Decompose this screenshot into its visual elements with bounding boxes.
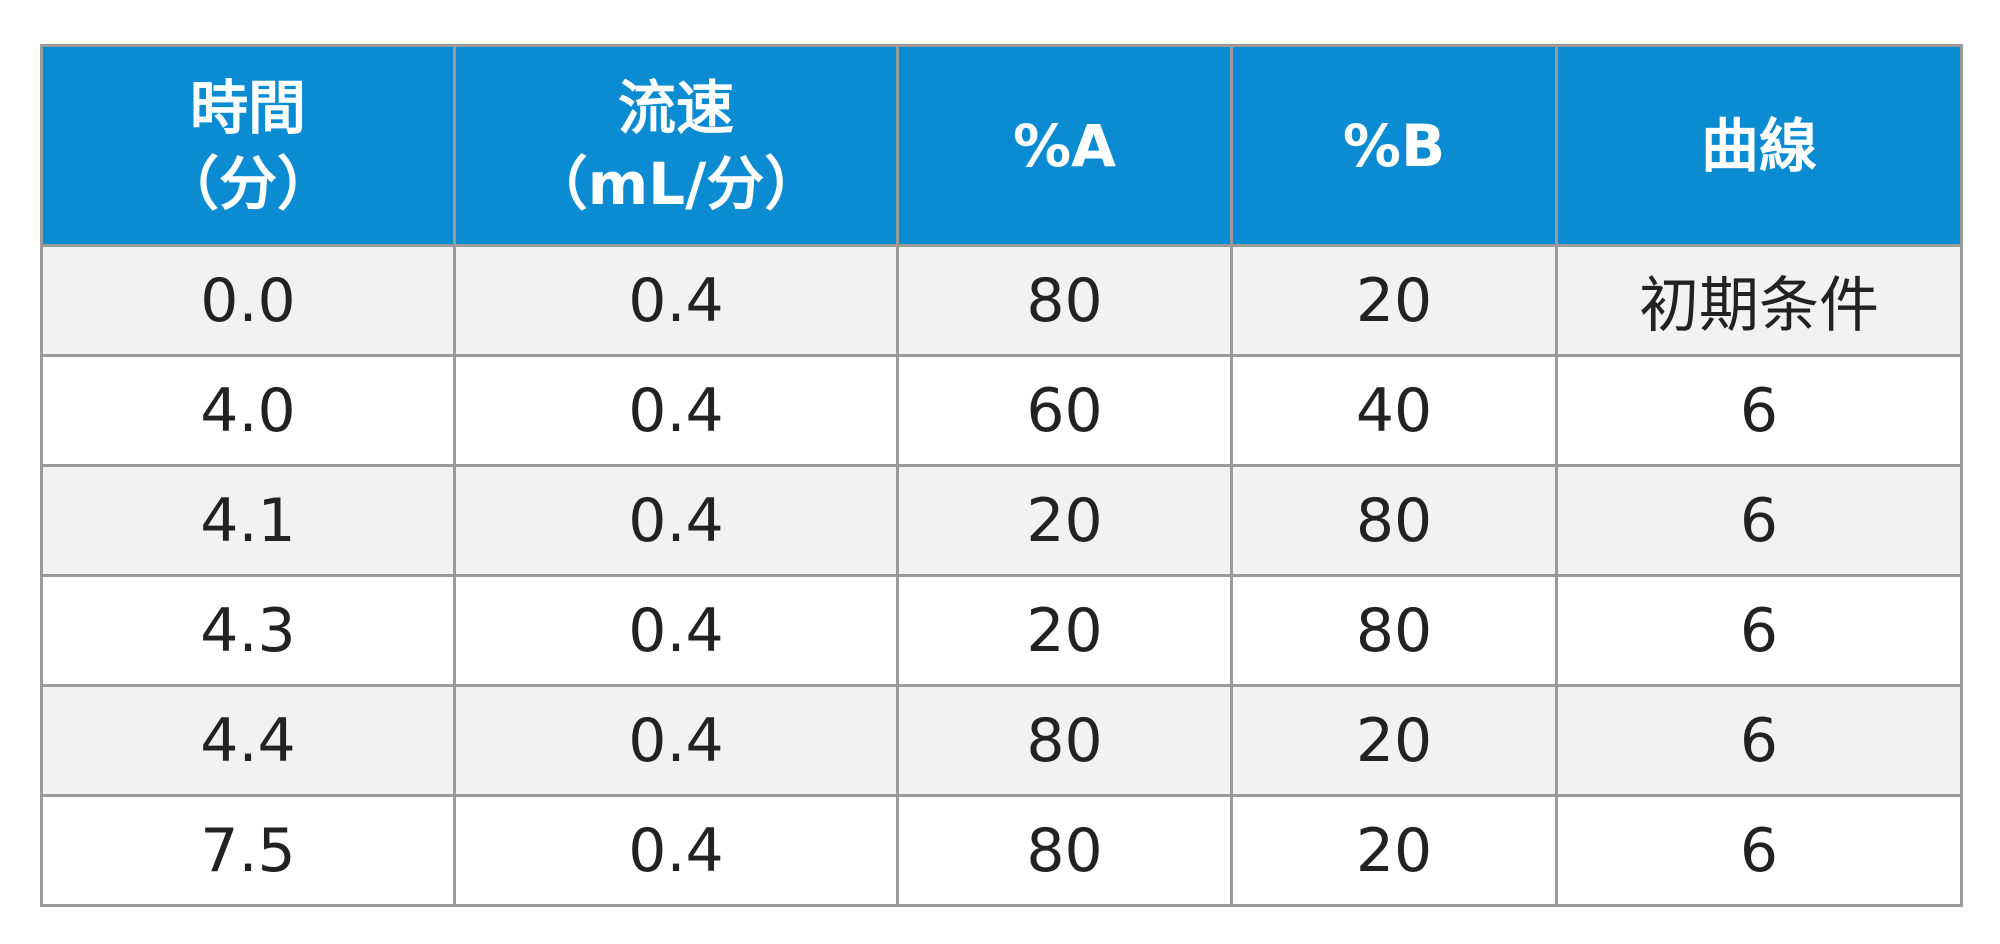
header-flow-rate-unit: （mL/分）	[529, 149, 823, 218]
cell-curve: 6	[1555, 354, 1963, 467]
cell-percent-a: 80	[896, 244, 1233, 357]
cell-time: 0.0	[40, 244, 456, 357]
cell-percent-b: 20	[1230, 794, 1558, 907]
cell-percent-a: 20	[896, 464, 1233, 577]
cell-flow-rate: 0.4	[453, 794, 899, 907]
cell-percent-b: 40	[1230, 354, 1558, 467]
cell-percent-a: 80	[896, 684, 1233, 797]
cell-percent-a: 80	[896, 794, 1233, 907]
cell-percent-b: 20	[1230, 244, 1558, 357]
table-row: 4.4 0.4 80 20 6	[40, 684, 1963, 797]
cell-flow-rate: 0.4	[453, 354, 899, 467]
cell-time: 4.0	[40, 354, 456, 467]
header-row: 時間 （分） 流速 （mL/分） %A %B 曲線	[40, 44, 1963, 247]
header-percent-b-label: %B	[1342, 111, 1446, 180]
cell-time: 7.5	[40, 794, 456, 907]
header-flow-rate-label: 流速	[617, 73, 734, 142]
gradient-table: 時間 （分） 流速 （mL/分） %A %B 曲線 0.0 0.4 80 20 …	[40, 44, 1963, 907]
cell-flow-rate: 0.4	[453, 574, 899, 687]
cell-flow-rate: 0.4	[453, 684, 899, 797]
table-body: 0.0 0.4 80 20 初期条件 4.0 0.4 60 40 6 4.1 0…	[40, 244, 1963, 907]
cell-flow-rate: 0.4	[453, 464, 899, 577]
table-row: 4.0 0.4 60 40 6	[40, 354, 1963, 467]
cell-percent-a: 60	[896, 354, 1233, 467]
header-time: 時間 （分）	[40, 44, 456, 247]
header-time-label: 時間	[189, 73, 306, 142]
cell-percent-b: 20	[1230, 684, 1558, 797]
table-row: 0.0 0.4 80 20 初期条件	[40, 244, 1963, 357]
cell-curve: 6	[1555, 684, 1963, 797]
cell-curve: 6	[1555, 464, 1963, 577]
table-header: 時間 （分） 流速 （mL/分） %A %B 曲線	[40, 44, 1963, 247]
header-percent-a-label: %A	[1012, 111, 1116, 180]
cell-time: 4.4	[40, 684, 456, 797]
cell-time: 4.3	[40, 574, 456, 687]
cell-percent-b: 80	[1230, 464, 1558, 577]
cell-percent-b: 80	[1230, 574, 1558, 687]
table-row: 7.5 0.4 80 20 6	[40, 794, 1963, 907]
cell-time: 4.1	[40, 464, 456, 577]
header-curve-label: 曲線	[1700, 111, 1817, 180]
header-percent-b: %B	[1230, 44, 1558, 247]
header-percent-a: %A	[896, 44, 1233, 247]
table-row: 4.3 0.4 20 80 6	[40, 574, 1963, 687]
cell-curve: 6	[1555, 574, 1963, 687]
cell-percent-a: 20	[896, 574, 1233, 687]
cell-curve: 6	[1555, 794, 1963, 907]
table-row: 4.1 0.4 20 80 6	[40, 464, 1963, 577]
cell-flow-rate: 0.4	[453, 244, 899, 357]
header-curve: 曲線	[1555, 44, 1963, 247]
cell-curve: 初期条件	[1555, 244, 1963, 357]
header-flow-rate: 流速 （mL/分）	[453, 44, 899, 247]
header-time-unit: （分）	[160, 149, 335, 218]
